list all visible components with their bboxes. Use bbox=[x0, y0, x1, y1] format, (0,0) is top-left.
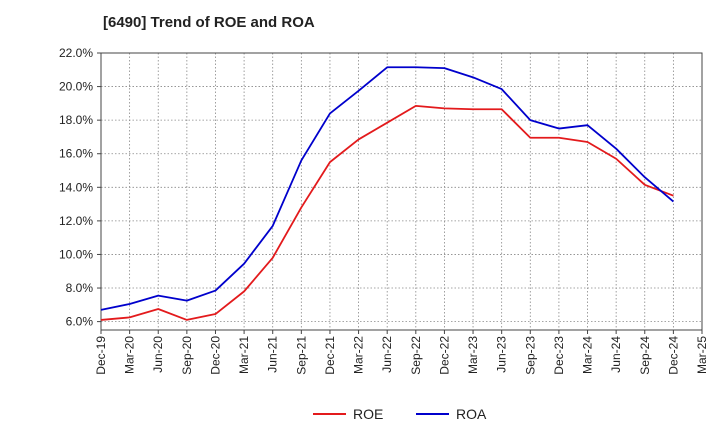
x-tick-label: Jun-20 bbox=[151, 336, 165, 373]
y-tick-label: 16.0% bbox=[59, 147, 93, 161]
y-tick-label: 10.0% bbox=[59, 247, 93, 261]
x-tick-label: Mar-24 bbox=[581, 336, 595, 374]
plot-frame bbox=[100, 52, 703, 331]
x-tick-label: Mar-23 bbox=[466, 336, 480, 374]
series-lines bbox=[100, 66, 674, 321]
x-tick-label: Dec-21 bbox=[323, 336, 337, 375]
x-tick-label: Mar-20 bbox=[123, 336, 137, 374]
x-tick-label: Dec-20 bbox=[208, 336, 222, 375]
x-tick-label: Sep-24 bbox=[638, 336, 652, 375]
legend-label-roa: ROA bbox=[456, 406, 487, 422]
series-line-roe bbox=[100, 104, 674, 321]
x-tick-label: Sep-23 bbox=[523, 336, 537, 375]
x-tick-label: Sep-22 bbox=[409, 336, 423, 375]
x-tick-label: Mar-22 bbox=[352, 336, 366, 374]
y-tick-label: 20.0% bbox=[59, 80, 93, 94]
x-tick-label: Dec-19 bbox=[94, 336, 108, 375]
x-tick-label: Sep-21 bbox=[294, 336, 308, 375]
x-tick-label: Mar-21 bbox=[237, 336, 251, 374]
x-tick-label: Dec-24 bbox=[666, 336, 680, 375]
y-tick-label: 6.0% bbox=[66, 315, 94, 329]
x-tick-label: Jun-22 bbox=[380, 336, 394, 373]
x-axis: Dec-19 Mar-20 Jun-20 Sep-20 Dec-20 Mar-21 Jun-… bbox=[94, 330, 709, 375]
plot-background bbox=[101, 53, 702, 330]
grid bbox=[101, 53, 702, 330]
legend-label-roe: ROE bbox=[353, 406, 383, 422]
x-tick-label: Mar-25 bbox=[695, 336, 709, 374]
y-tick-label: 12.0% bbox=[59, 214, 93, 228]
y-tick-label: 14.0% bbox=[59, 180, 93, 194]
x-tick-label: Dec-22 bbox=[437, 336, 451, 375]
x-tick-label: Sep-20 bbox=[180, 336, 194, 375]
chart-title: [6490] Trend of ROE and ROA bbox=[103, 14, 315, 31]
y-tick-label: 8.0% bbox=[66, 281, 94, 295]
series-line-roa bbox=[100, 66, 674, 311]
legend: ROE ROA bbox=[313, 406, 487, 422]
x-tick-label: Jun-23 bbox=[495, 336, 509, 373]
x-tick-label: Jun-24 bbox=[609, 336, 623, 373]
y-tick-label: 18.0% bbox=[59, 113, 93, 127]
x-tick-label: Dec-23 bbox=[552, 336, 566, 375]
x-tick-label: Jun-21 bbox=[266, 336, 280, 373]
y-axis: 6.0% 8.0% 10.0% 12.0% 14.0% 16.0% 18.0% 20.0% 22… bbox=[59, 46, 101, 329]
y-tick-label: 22.0% bbox=[59, 46, 93, 60]
